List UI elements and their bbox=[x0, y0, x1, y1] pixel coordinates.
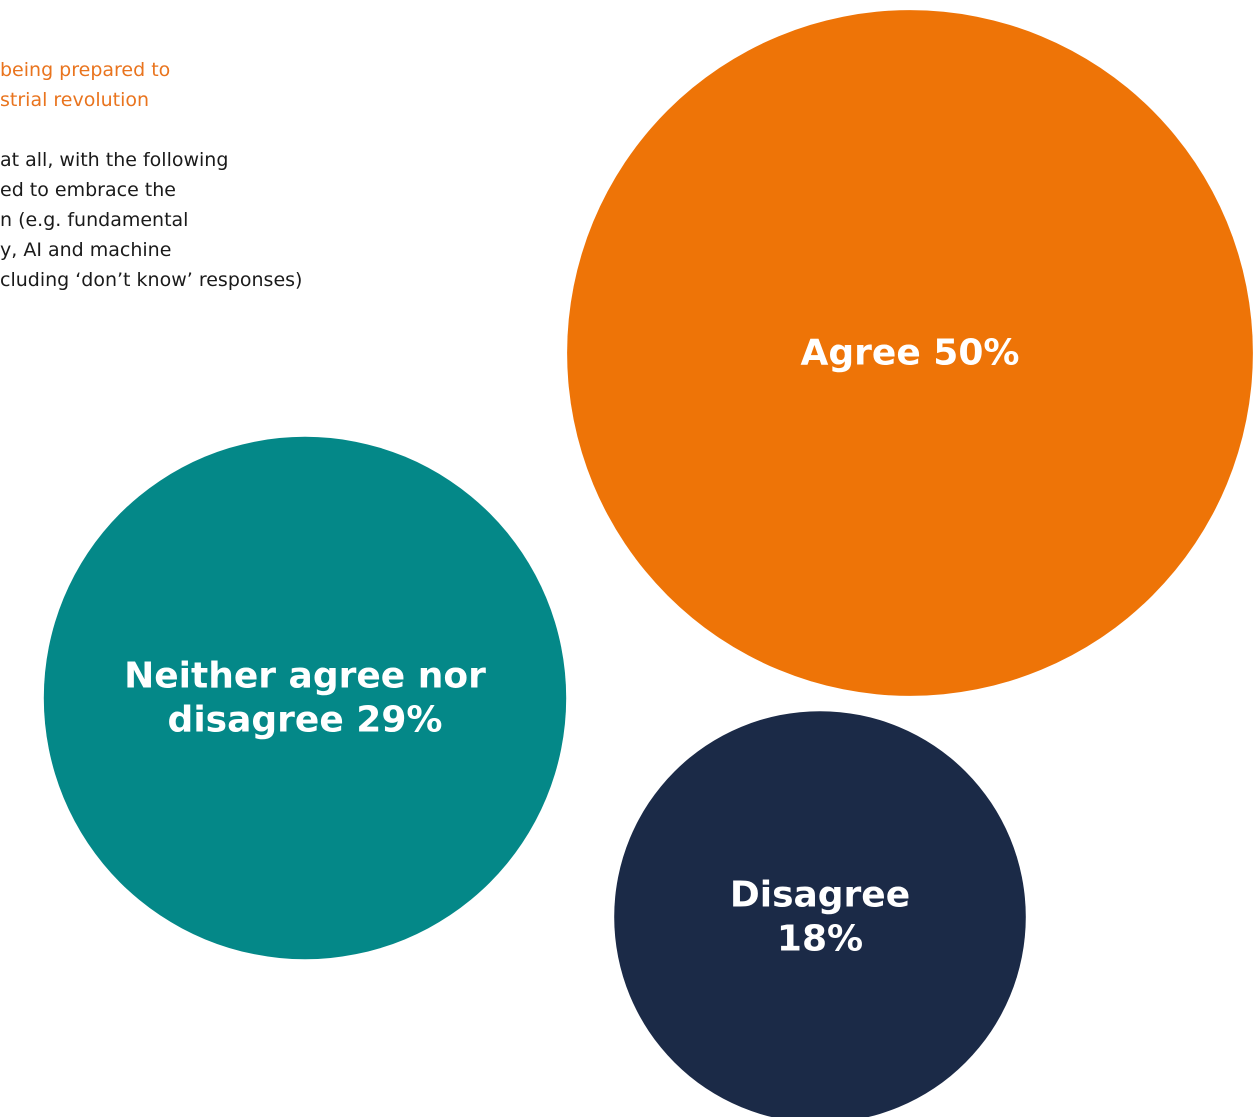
bubble-neither-agree-nor-disagree bbox=[43, 436, 567, 960]
intro-body-line: cluding ‘don’t know’ responses) bbox=[0, 269, 303, 291]
bubble-label-agree: Agree 50% bbox=[801, 333, 1020, 374]
intro-body-line: ed to embrace the bbox=[0, 179, 176, 201]
intro-body-line: y, AI and machine bbox=[0, 239, 172, 261]
intro-text: being prepared to strial revolution at a… bbox=[0, 0, 520, 320]
bubble-label-neither-agree-nor-disagree: disagree 29% bbox=[168, 700, 443, 741]
bubble-group-agree: Agree 50% bbox=[567, 10, 1253, 696]
intro-body-line: at all, with the following bbox=[0, 149, 229, 171]
bubble-label-disagree: 18% bbox=[777, 919, 863, 960]
bubble-agree bbox=[567, 10, 1253, 696]
intro-body-line: n (e.g. fundamental bbox=[0, 209, 189, 231]
intro-heading-line: being prepared to bbox=[0, 59, 171, 81]
bubble-label-disagree: Disagree bbox=[730, 875, 910, 916]
bubble-disagree bbox=[614, 711, 1026, 1117]
bubble-label-neither-agree-nor-disagree: Neither agree nor bbox=[124, 656, 486, 697]
intro-heading-line: strial revolution bbox=[0, 89, 150, 111]
